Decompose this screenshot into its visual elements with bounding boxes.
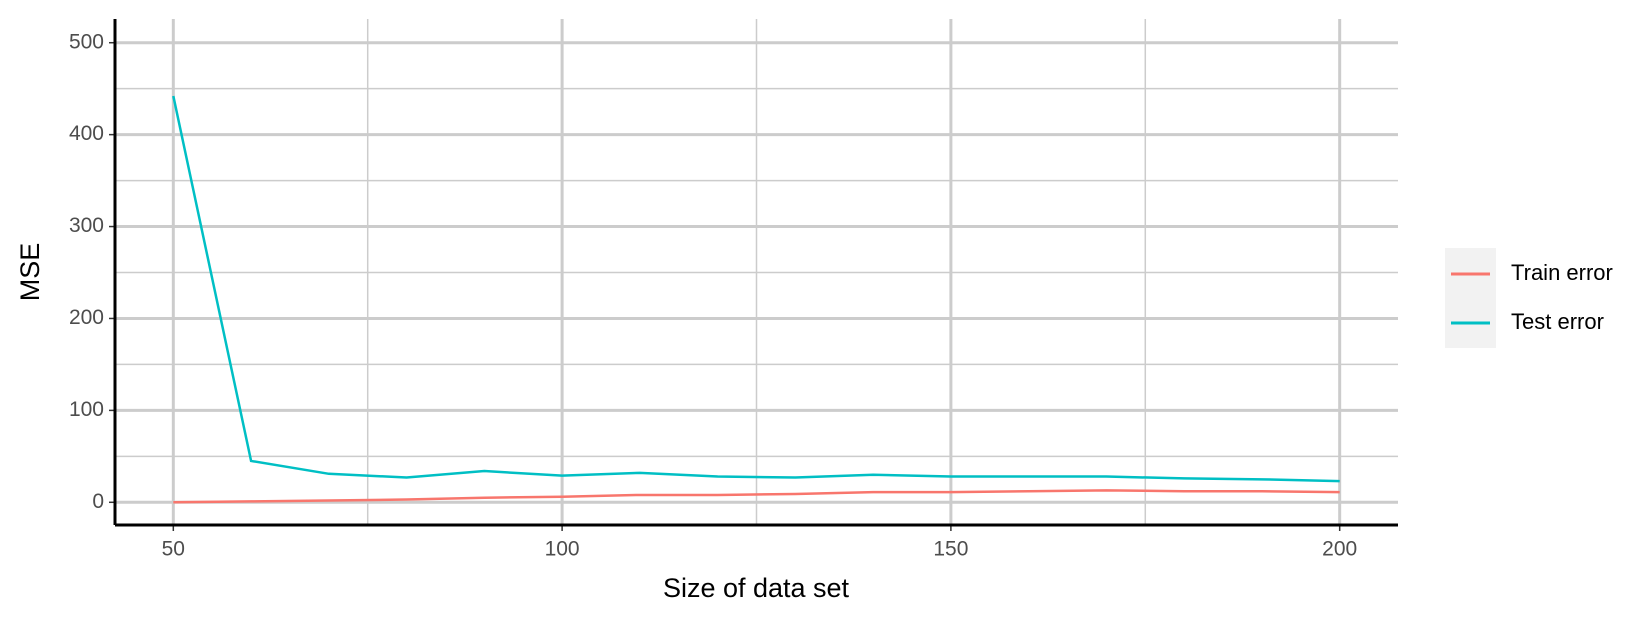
legend-key-background xyxy=(1445,248,1496,348)
x-tick-label: 150 xyxy=(933,538,968,561)
y-tick-label: 300 xyxy=(69,214,104,237)
y-tick-label: 0 xyxy=(92,490,104,513)
y-tick-label: 100 xyxy=(69,398,104,421)
y-tick-label: 500 xyxy=(69,30,104,53)
legend-label: Train error xyxy=(1511,260,1613,285)
legend-label: Test error xyxy=(1511,309,1604,334)
series-line xyxy=(172,95,1340,483)
y-tick-label: 200 xyxy=(69,306,104,329)
x-tick-label: 100 xyxy=(545,538,580,561)
x-tick-label: 200 xyxy=(1322,538,1357,561)
x-tick-label: 50 xyxy=(162,538,185,561)
x-axis-title: Size of data set xyxy=(663,573,850,603)
series-line xyxy=(173,489,1340,504)
y-axis-title: MSE xyxy=(15,243,45,302)
y-tick-label: 400 xyxy=(69,122,104,145)
